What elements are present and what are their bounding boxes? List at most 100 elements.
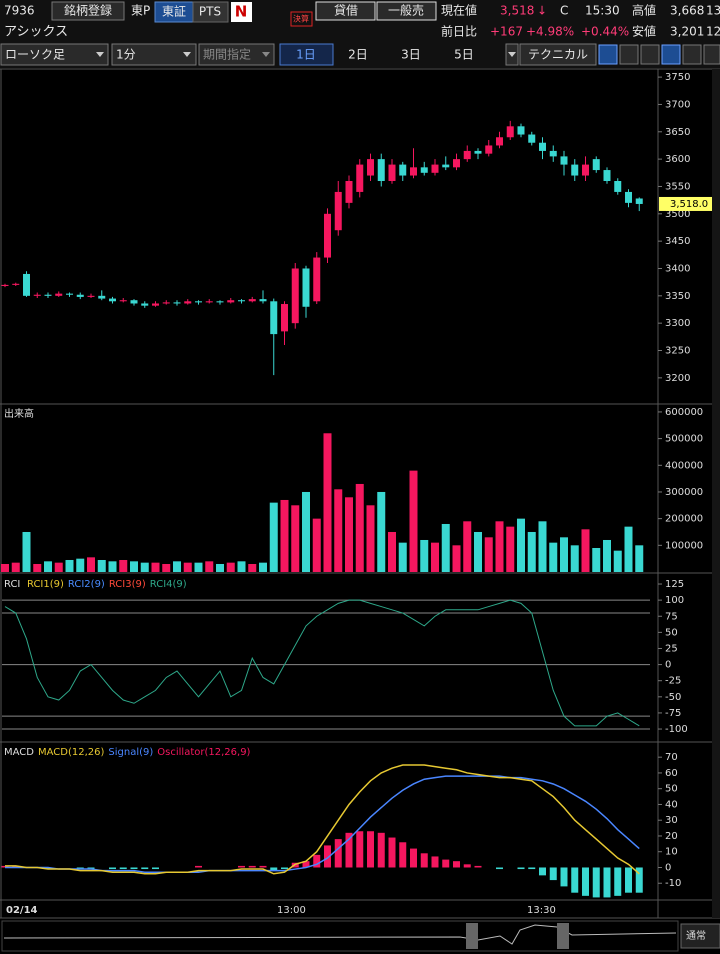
volume-bar [312, 518, 321, 572]
tse-text[interactable]: 東証 [162, 5, 186, 19]
mode[interactable]: 通常 [686, 929, 706, 942]
range[interactable]: 1日 [296, 48, 316, 62]
panel-title: RCI [4, 579, 20, 590]
macd-line [5, 764, 640, 875]
candle-body [1, 284, 9, 286]
oscillator-bar [76, 867, 84, 870]
dropdown-arrow [96, 52, 104, 57]
y-tick-label: -10 [665, 878, 681, 889]
interval[interactable]: 1分 [116, 48, 136, 62]
volume-bar [183, 562, 192, 572]
volume-bar [226, 562, 235, 572]
icon[interactable] [619, 44, 639, 65]
oscillator-bar [334, 839, 342, 868]
candle-body [291, 268, 299, 324]
candle-body [162, 302, 170, 304]
dropdown-arrow [262, 52, 270, 57]
y-tick-label: 25 [665, 643, 678, 654]
candle-body [66, 293, 73, 295]
sell-text[interactable]: 一般売 [388, 3, 424, 18]
candle-body [442, 164, 450, 168]
y-tick-label: 50 [665, 784, 678, 795]
navigator-handle[interactable] [466, 923, 478, 949]
navigator-handle[interactable] [557, 923, 569, 949]
candle-body [55, 293, 63, 296]
volume-bar [97, 559, 106, 572]
candle-body [463, 150, 471, 160]
volume-bar [452, 545, 461, 572]
volume-bar [76, 558, 85, 572]
range[interactable]: 2日 [348, 48, 368, 62]
range[interactable]: 3日 [401, 48, 421, 62]
candle-body [227, 300, 235, 303]
oscillator-bar [109, 867, 116, 870]
volume-bar [420, 539, 429, 572]
margin-text[interactable]: 貸借 [334, 3, 358, 18]
period-select[interactable] [198, 43, 275, 66]
volume-bar [431, 542, 439, 572]
y-tick-label: 40 [665, 799, 678, 810]
chart-type[interactable]: ローソク足 [5, 48, 65, 62]
earnings-text: 決算 [293, 14, 309, 24]
candle-body [119, 300, 127, 302]
tool-icons[interactable] [598, 44, 720, 65]
volume-bar [65, 559, 74, 572]
volume-bar [205, 561, 214, 572]
sell-button[interactable] [376, 1, 437, 21]
high-time: 13 [706, 4, 720, 18]
interval-select[interactable] [111, 43, 197, 66]
candle-body [388, 164, 396, 181]
change-label: 前日比 [441, 24, 477, 39]
candle-body [12, 283, 20, 285]
pts-text[interactable]: PTS [199, 5, 221, 19]
volume-bar [302, 491, 310, 572]
news-text[interactable]: N [235, 3, 248, 21]
candle-body [238, 300, 245, 302]
register-button[interactable] [51, 1, 125, 21]
volume-bar [474, 531, 482, 572]
technical-button[interactable] [519, 43, 597, 66]
y-tick-label: 20 [665, 831, 678, 842]
volume-bar [484, 537, 493, 572]
legend-entry: MACD(12,26) [38, 747, 105, 758]
y-tick-label: 3600 [665, 154, 690, 165]
chart-type-select[interactable] [0, 43, 109, 66]
icon[interactable] [640, 44, 660, 65]
volume-bar [409, 470, 418, 572]
oscillator-bar [248, 865, 256, 868]
oscillator-bar [442, 859, 450, 868]
volume-bar [259, 562, 267, 572]
candle-body [549, 150, 557, 157]
volume-bar [398, 542, 407, 572]
candle-body [410, 167, 417, 176]
pts-button[interactable] [192, 1, 229, 23]
icon[interactable] [598, 44, 618, 65]
volume-bar [194, 562, 203, 572]
volume-bar [581, 529, 590, 572]
margin-button[interactable] [315, 1, 376, 21]
y-tick-label: 3200 [665, 373, 690, 384]
y-tick-label: 3400 [665, 263, 690, 274]
icon[interactable] [703, 44, 720, 65]
change-pct: +4.98% [526, 25, 574, 39]
dropdown-arrow [508, 52, 516, 57]
signal-line [5, 775, 640, 873]
period[interactable]: 期間指定 [203, 47, 251, 62]
candle-body [582, 164, 589, 176]
technical[interactable]: テクニカル [528, 48, 588, 62]
icon[interactable] [661, 44, 681, 65]
candle-body [259, 299, 267, 302]
oscillator-bar [195, 865, 202, 868]
low-label: 安値 [632, 24, 656, 39]
y-tick-label: 300000 [665, 487, 703, 498]
range[interactable]: 5日 [454, 48, 474, 62]
navigator[interactable] [1, 920, 679, 952]
icon[interactable] [682, 44, 702, 65]
news-button[interactable] [231, 2, 252, 22]
range-selected[interactable] [279, 43, 334, 66]
rci-line [4, 599, 640, 727]
mode-select[interactable] [680, 923, 720, 949]
y-tick-label: 125 [665, 579, 684, 590]
oscillator-bar [582, 867, 589, 896]
register-text[interactable]: 銘柄登録 [64, 3, 112, 18]
